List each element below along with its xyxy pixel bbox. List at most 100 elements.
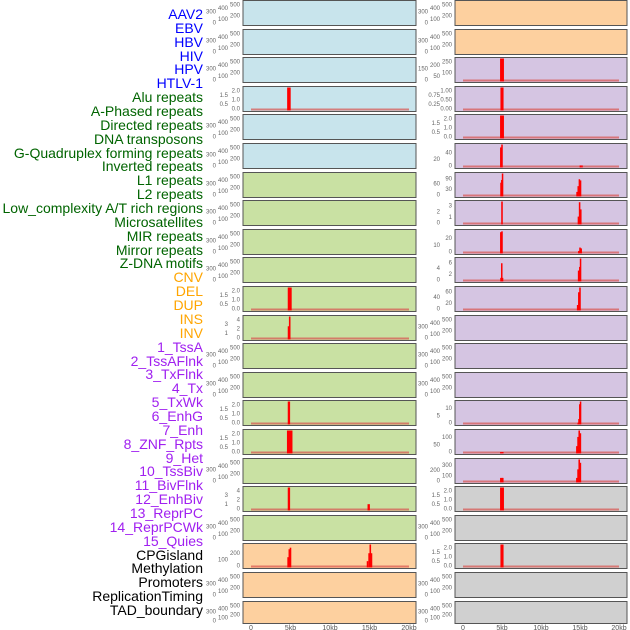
y-tick-label: 200 <box>230 42 241 48</box>
coverage-bar <box>578 202 581 225</box>
track-label: A-Phased repeats <box>90 103 203 120</box>
y-tick-label: 200 <box>230 356 241 362</box>
y-tick-label: 0 <box>425 593 429 599</box>
y-tick-label: 400 <box>218 578 229 584</box>
baseline-bar <box>463 165 619 168</box>
baseline-bar <box>463 279 619 282</box>
coverage-bar <box>501 201 503 225</box>
track-labels: AAV2 EBV HBV HIV HPV HTLV-1 Alu repeats A-Phase… <box>0 0 204 630</box>
y-tick-label: 0 <box>213 278 217 284</box>
y-tick-label: 0 <box>213 50 217 56</box>
coverage-bar <box>581 165 583 168</box>
track-panel: 3 2 1 0 <box>437 200 628 227</box>
y-tick-label: 500 <box>230 203 241 209</box>
panel-background <box>242 286 417 312</box>
y-tick-label: 2 <box>237 498 241 504</box>
y-tick-label: 300 <box>206 610 217 616</box>
coverage-bar <box>500 487 504 511</box>
y-tick-label: 500 <box>442 32 453 38</box>
y-tick-label: 0.75 <box>428 93 440 99</box>
y-tick-label: 100 <box>218 46 229 52</box>
y-tick-label: 200 <box>230 13 241 19</box>
y-tick-label: 0 <box>449 450 453 456</box>
y-tick-label: 100 <box>430 616 441 622</box>
y-tick-label: 0 <box>213 364 217 370</box>
y-tick-label: 0.0 <box>444 507 453 513</box>
y-tick-label: 60 <box>433 182 440 188</box>
y-tick-label: 300 <box>206 582 217 588</box>
baseline-bar <box>251 308 409 311</box>
track-panel: 2.01.51.00.50.0 <box>220 86 417 113</box>
track-label: 9_Het <box>165 449 203 466</box>
coverage-bar <box>287 557 289 568</box>
x-tick-label: 15kb <box>362 625 377 630</box>
y-tick-label: 0 <box>213 21 217 27</box>
y-tick-label: 0 <box>425 50 429 56</box>
y-tick-label: 100 <box>218 217 229 223</box>
y-tick-label: 300 <box>206 239 217 245</box>
y-tick-label: 100 <box>218 17 229 23</box>
y-tick-label: 200 <box>230 70 241 76</box>
y-tick-label: 1 <box>449 215 453 221</box>
coverage-bar <box>579 404 581 425</box>
coverage-bar <box>287 87 291 111</box>
panel-background <box>454 515 628 541</box>
y-tick-label: 300 <box>206 267 217 273</box>
y-tick-label: 500 <box>442 318 453 324</box>
panel-background <box>242 515 417 541</box>
y-tick-label: 400 <box>430 6 441 12</box>
y-tick-label: 1.0 <box>232 412 241 418</box>
coverage-bar <box>576 305 579 311</box>
track-label: ReplicationTiming <box>92 588 203 605</box>
y-tick-label: 400 <box>430 607 441 613</box>
track-panel: 4 3 2 1 0 <box>225 315 417 342</box>
coverage-bar <box>500 477 502 483</box>
y-tick-label: 300 <box>206 153 217 159</box>
y-tick-label: 200 <box>442 356 453 362</box>
coverage-bar <box>288 549 291 568</box>
y-tick-label: 300 <box>418 525 429 531</box>
y-tick-label: 0 <box>425 21 429 27</box>
coverage-bar <box>578 459 580 483</box>
y-tick-label: 0.25 <box>428 102 440 108</box>
track-panel: 2.01.51.00.50.0 <box>220 429 417 456</box>
y-tick-label: 10 <box>433 243 440 249</box>
panel-background <box>242 200 417 226</box>
track-label: 8_ZNF_Rpts <box>123 435 203 452</box>
coverage-bar <box>287 487 291 511</box>
y-tick-label: 300 <box>418 325 429 331</box>
y-tick-label: 0.0 <box>444 564 453 570</box>
y-tick-label: 400 <box>218 235 229 241</box>
y-tick-label: 500 <box>442 604 453 610</box>
panel-background <box>454 601 628 624</box>
panel-background <box>242 114 417 140</box>
coverage-bar <box>500 277 502 282</box>
track-panel: 2.01.51.00.50.0 <box>220 400 417 427</box>
baseline-bar <box>463 79 619 82</box>
y-tick-label: 0.50 <box>440 98 452 104</box>
y-tick-label: 0 <box>237 507 241 513</box>
y-tick-label: 300 <box>418 39 429 45</box>
coverage-bar <box>369 544 372 568</box>
y-tick-label: 200 <box>230 127 241 133</box>
y-tick-label: 400 <box>218 206 229 212</box>
track-label: HPV <box>174 61 203 78</box>
y-tick-label: 400 <box>430 578 441 584</box>
y-tick-label: 200 <box>230 185 241 191</box>
y-tick-label: 10 <box>445 406 452 412</box>
y-tick-label: 200 <box>230 156 241 162</box>
baseline-bar <box>251 508 409 511</box>
y-tick-label: 1.0 <box>232 441 241 447</box>
y-tick-label: 0 <box>437 221 441 227</box>
y-tick-label: 500 <box>230 518 241 524</box>
y-tick-label: 500 <box>230 575 241 581</box>
y-tick-label: 500 <box>230 346 241 352</box>
panel-background <box>454 458 628 484</box>
track-panel: 6 4 2 0 <box>437 257 628 284</box>
track-label: L1 repeats <box>136 172 203 189</box>
track-label: 13_ReprPC <box>129 504 203 521</box>
